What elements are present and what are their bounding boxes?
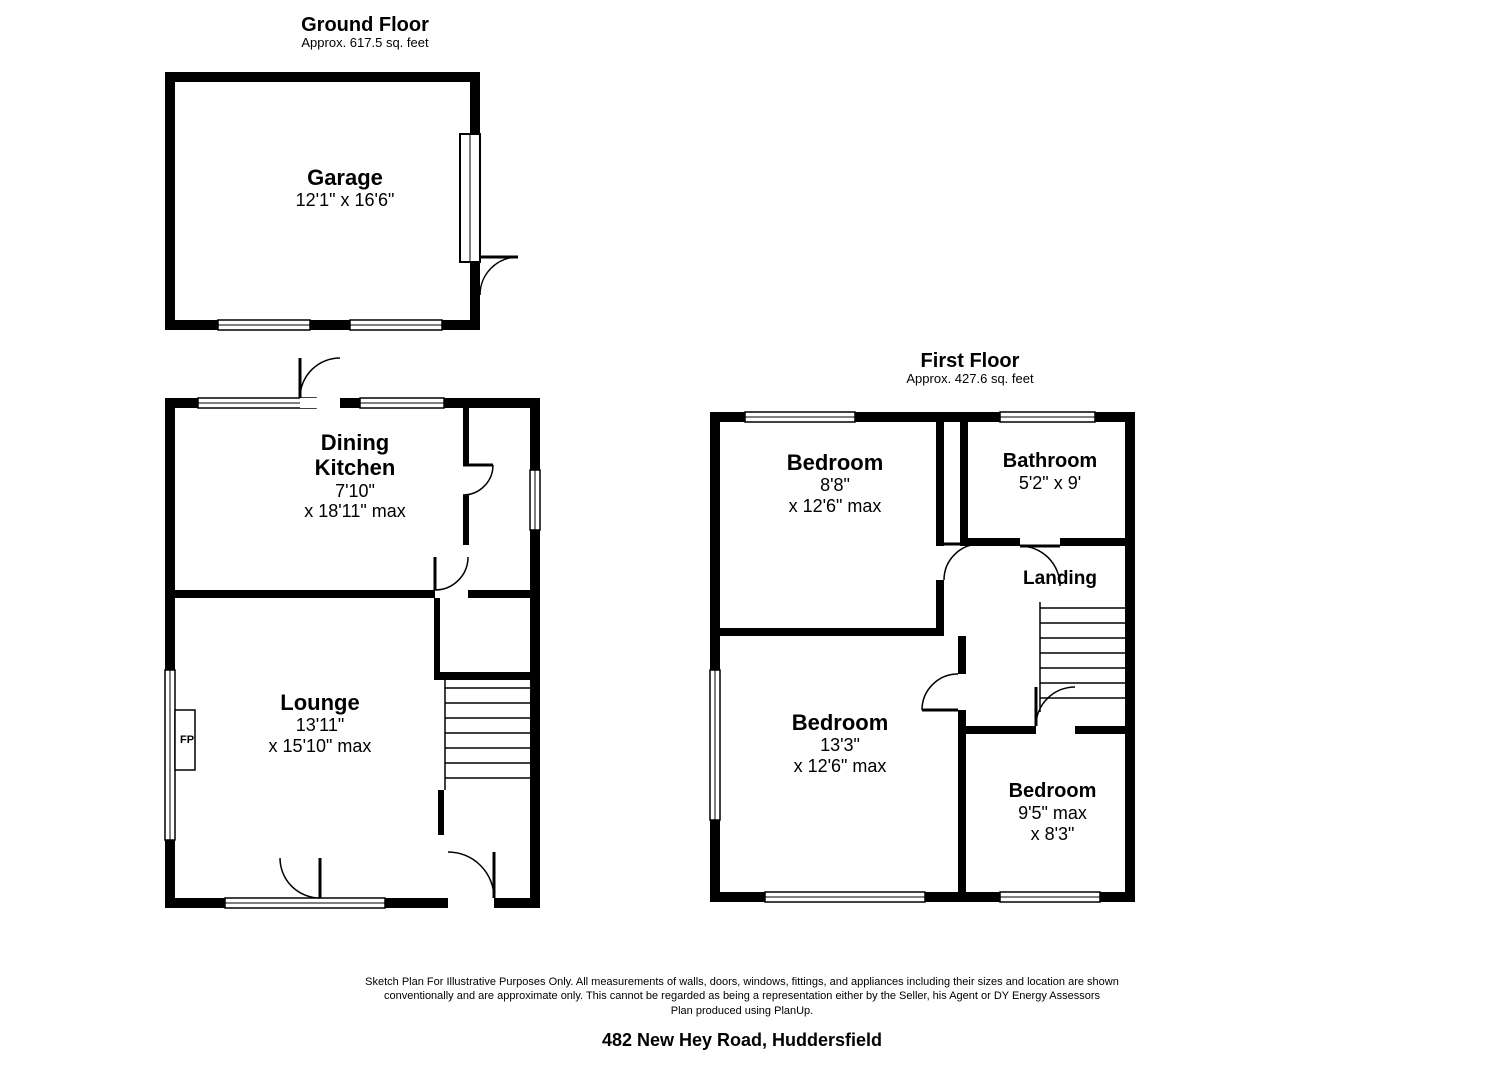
stairs-first — [1040, 602, 1125, 712]
first-floor-title: First Floor Approx. 427.6 sq. feet — [855, 350, 1085, 386]
bed2-label: Bedroom 13'3" x 12'6" max — [735, 710, 945, 777]
fp-label: FP — [180, 734, 194, 746]
bed1-name: Bedroom — [735, 450, 935, 475]
landing-name: Landing — [995, 568, 1125, 590]
disclaimer-line1: Sketch Plan For Illustrative Purposes On… — [365, 976, 1119, 988]
floorplan-svg — [0, 0, 1485, 1080]
bed3-dim: 9'5" max x 8'3" — [965, 803, 1140, 844]
lounge-label: Lounge 13'11" x 15'10" max — [200, 690, 440, 757]
garage-window-right — [350, 320, 442, 330]
bed3-name: Bedroom — [965, 780, 1140, 803]
garage-window-left — [218, 320, 310, 330]
kitchen-label: Dining Kitchen 7'10" x 18'11" max — [225, 430, 485, 522]
kitchen-name: Dining Kitchen — [225, 430, 485, 481]
ground-floor-sub: Approx. 617.5 sq. feet — [250, 36, 480, 50]
disclaimer-text: Sketch Plan For Illustrative Purposes On… — [242, 975, 1242, 1018]
lounge-name: Lounge — [200, 690, 440, 715]
lounge-dim: 13'11" x 15'10" max — [200, 715, 440, 756]
first-floor-sub: Approx. 427.6 sq. feet — [855, 372, 1085, 386]
first-floor-heading: First Floor — [855, 350, 1085, 372]
floorplan-canvas: Ground Floor Approx. 617.5 sq. feet Firs… — [0, 0, 1485, 1080]
bed2-name: Bedroom — [735, 710, 945, 735]
garage-label: Garage 12'1" x 16'6" — [215, 165, 475, 211]
garage-name: Garage — [215, 165, 475, 190]
bed2-dim: 13'3" x 12'6" max — [735, 735, 945, 776]
ground-floor-heading: Ground Floor — [250, 14, 480, 36]
bed1-label: Bedroom 8'8" x 12'6" max — [735, 450, 935, 517]
landing-label: Landing — [995, 568, 1125, 590]
bathroom-label: Bathroom 5'2" x 9' — [965, 450, 1135, 494]
bed3-label: Bedroom 9'5" max x 8'3" — [965, 780, 1140, 844]
address-text: 482 New Hey Road, Huddersfield — [242, 1030, 1242, 1051]
bed1-dim: 8'8" x 12'6" max — [735, 475, 935, 516]
stairs-ground — [445, 680, 530, 790]
bathroom-name: Bathroom — [965, 450, 1135, 473]
disclaimer-line3: Plan produced using PlanUp. — [671, 1005, 813, 1017]
bathroom-dim: 5'2" x 9' — [965, 473, 1135, 494]
garage-dim: 12'1" x 16'6" — [215, 190, 475, 211]
disclaimer-line2: conventionally and are approximate only.… — [384, 990, 1100, 1002]
garage-door-icon — [480, 257, 518, 295]
ground-floor-title: Ground Floor Approx. 617.5 sq. feet — [250, 14, 480, 50]
kitchen-dim: 7'10" x 18'11" max — [225, 481, 485, 522]
